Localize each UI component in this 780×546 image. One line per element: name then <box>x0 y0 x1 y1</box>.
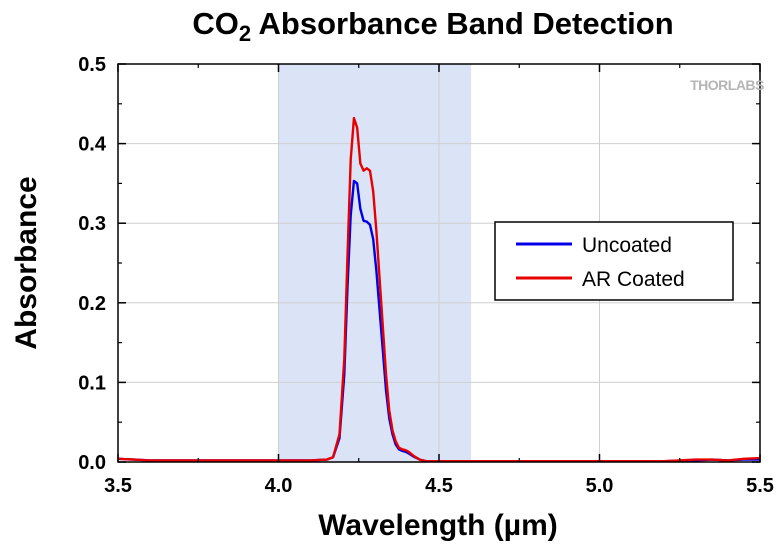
watermark-logo: THORLABS <box>690 77 764 93</box>
y-axis-label: Absorbance <box>10 176 43 349</box>
legend-label-ar-coated: AR Coated <box>582 268 685 291</box>
series-layer <box>117 116 761 463</box>
chart-title: CO2 Absorbance Band Detection <box>192 6 673 46</box>
series-line-ar-coated <box>117 116 761 463</box>
x-tick-label: 5.5 <box>746 475 774 497</box>
y-tick-label: 0.0 <box>78 452 106 474</box>
legend-label-uncoated: Uncoated <box>582 234 672 257</box>
x-tick-label: 5.0 <box>586 475 614 497</box>
axis-layer: 3.5 4.0 4.5 5.0 5.5 0.0 0.1 0.2 0.3 0.4 0.5 <box>78 54 774 497</box>
x-axis-label: Wavelength (µm) <box>318 509 558 542</box>
x-tick-label: 3.5 <box>104 475 132 497</box>
x-tick-label: 4.0 <box>265 475 293 497</box>
y-tick-label: 0.2 <box>78 293 106 315</box>
y-tick-label: 0.1 <box>78 372 106 394</box>
legend-box <box>494 221 734 301</box>
y-tick-label: 0.4 <box>78 134 107 156</box>
y-tick-label: 0.3 <box>78 213 106 235</box>
legend: Uncoated AR Coated <box>494 221 734 301</box>
x-tick-label: 4.5 <box>425 475 453 497</box>
y-tick-label: 0.5 <box>78 54 106 76</box>
